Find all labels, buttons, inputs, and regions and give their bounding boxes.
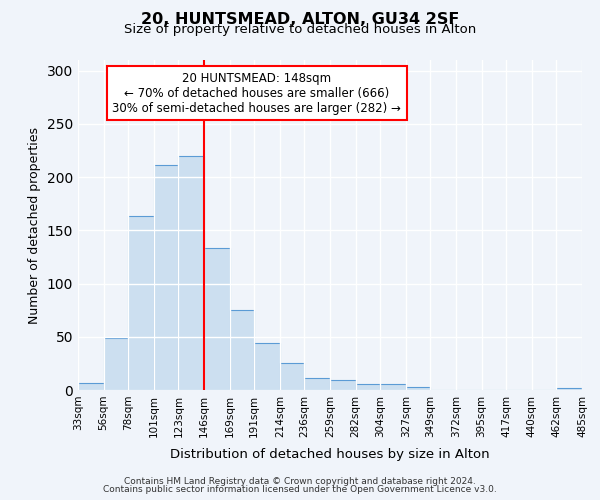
X-axis label: Distribution of detached houses by size in Alton: Distribution of detached houses by size … [170,448,490,461]
Bar [178,156,204,390]
Bar [104,338,128,390]
Bar [254,343,280,390]
Text: Contains public sector information licensed under the Open Government Licence v3: Contains public sector information licen… [103,485,497,494]
Bar [78,382,104,390]
Text: Contains HM Land Registry data © Crown copyright and database right 2024.: Contains HM Land Registry data © Crown c… [124,478,476,486]
Text: 20 HUNTSMEAD: 148sqm
← 70% of detached houses are smaller (666)
30% of semi-deta: 20 HUNTSMEAD: 148sqm ← 70% of detached h… [112,72,401,114]
Bar [280,364,304,390]
Bar [356,384,380,390]
Bar [330,380,356,390]
Bar [406,387,430,390]
Text: 20, HUNTSMEAD, ALTON, GU34 2SF: 20, HUNTSMEAD, ALTON, GU34 2SF [141,12,459,28]
Bar [128,216,154,390]
Y-axis label: Number of detached properties: Number of detached properties [28,126,41,324]
Text: Size of property relative to detached houses in Alton: Size of property relative to detached ho… [124,22,476,36]
Bar [380,384,406,390]
Bar [204,248,230,390]
Bar [154,166,178,390]
Bar [556,388,582,390]
Bar [230,310,254,390]
Bar [304,378,330,390]
